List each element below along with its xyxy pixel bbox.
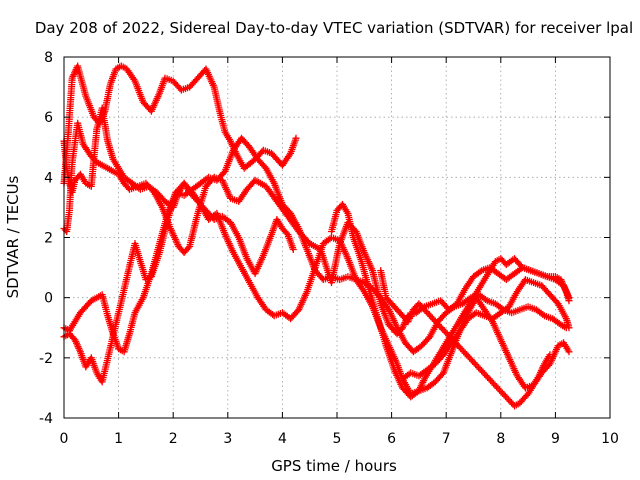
- series-points: [60, 179, 573, 398]
- x-tick-label: 8: [496, 431, 505, 447]
- series-trace-8: [377, 267, 554, 410]
- x-tick-label: 0: [60, 431, 69, 447]
- y-tick-label: -4: [39, 411, 53, 427]
- x-tick-label: 7: [442, 431, 451, 447]
- x-tick-label: 4: [278, 431, 287, 447]
- series-trace-4: [60, 179, 573, 398]
- series-points: [328, 200, 573, 401]
- y-tick-label: 6: [44, 110, 53, 126]
- axis-ticks: 0 1 2 3 4 5 6 7 8 9 10 -4 -2 0 2 4 6 8: [39, 50, 619, 447]
- x-tick-label: 3: [223, 431, 232, 447]
- x-tick-label: 10: [601, 431, 619, 447]
- x-tick-label: 1: [114, 431, 123, 447]
- series-trace-7: [328, 200, 573, 401]
- series-points: [377, 267, 554, 410]
- y-axis-label: SDTVAR / TECUs: [4, 175, 22, 298]
- grid-lines: [64, 57, 610, 418]
- y-tick-label: -2: [39, 351, 53, 367]
- y-tick-label: 4: [44, 170, 53, 186]
- x-axis-label: GPS time / hours: [271, 457, 397, 475]
- y-tick-label: 8: [44, 50, 53, 66]
- x-tick-label: 2: [169, 431, 178, 447]
- x-tick-label: 5: [333, 431, 342, 447]
- y-tick-label: 2: [44, 231, 53, 247]
- y-tick-label: 0: [44, 291, 53, 307]
- chart-title: Day 208 of 2022, Sidereal Day-to-day VTE…: [35, 19, 633, 37]
- x-tick-label: 9: [551, 431, 560, 447]
- x-tick-label: 6: [387, 431, 396, 447]
